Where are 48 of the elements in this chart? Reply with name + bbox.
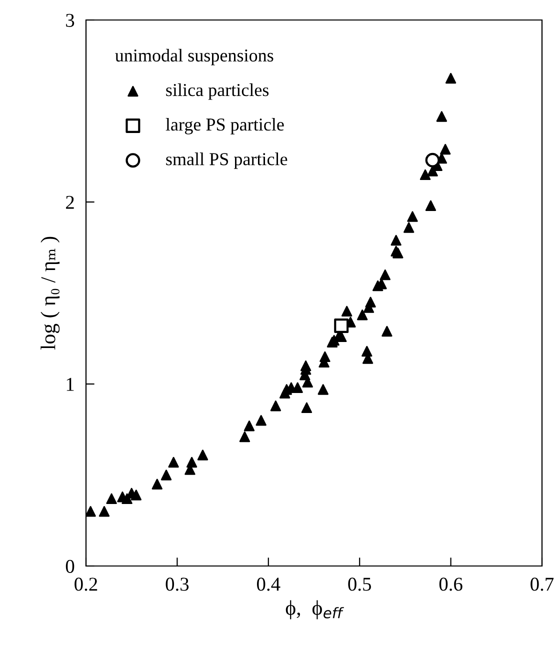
point bbox=[256, 415, 266, 426]
x-tick-label: 0.5 bbox=[348, 578, 371, 591]
point bbox=[407, 211, 418, 222]
point bbox=[341, 306, 352, 317]
y-tick-label: 0 bbox=[66, 560, 74, 573]
point bbox=[334, 318, 349, 334]
point bbox=[239, 431, 250, 442]
x-tick-label: 0.6 bbox=[439, 578, 462, 591]
y-tick-label: 1 bbox=[66, 378, 74, 391]
point bbox=[168, 456, 179, 468]
point bbox=[320, 351, 330, 362]
point bbox=[160, 470, 172, 480]
point bbox=[106, 493, 117, 504]
point bbox=[152, 478, 162, 490]
point bbox=[425, 152, 440, 168]
x-tick-label: 0.4 bbox=[256, 578, 280, 591]
legend-label: small PS particle bbox=[166, 152, 288, 169]
point bbox=[318, 384, 328, 395]
point bbox=[300, 360, 312, 372]
point bbox=[382, 326, 392, 337]
x-tick-label: 0.7 bbox=[530, 578, 554, 591]
x-tick-label: 0.2 bbox=[74, 578, 98, 591]
point bbox=[380, 269, 390, 280]
point bbox=[365, 296, 376, 308]
point bbox=[403, 222, 414, 233]
legend-title: unimodal suspensions bbox=[115, 48, 274, 66]
point bbox=[436, 111, 448, 122]
point bbox=[197, 450, 208, 460]
point bbox=[445, 72, 456, 84]
point bbox=[301, 402, 312, 414]
point bbox=[270, 400, 282, 412]
point bbox=[356, 309, 368, 320]
x-axis-title: ϕ, ϕ$_{eff}$ bbox=[286, 600, 344, 620]
point bbox=[425, 200, 436, 211]
point bbox=[86, 506, 96, 517]
point bbox=[420, 169, 431, 180]
x-tick-label: 0.3 bbox=[166, 578, 189, 591]
point bbox=[98, 506, 110, 517]
point bbox=[244, 420, 255, 432]
legend-label: large PS particle bbox=[166, 118, 284, 134]
point bbox=[186, 456, 198, 468]
point bbox=[440, 144, 451, 155]
y-axis-title: log ( η₀ / ηₘ ) bbox=[40, 236, 60, 350]
legend-label: silica particles bbox=[166, 83, 269, 100]
point bbox=[390, 234, 402, 246]
y-tick-label: 2 bbox=[66, 196, 74, 209]
point bbox=[130, 490, 142, 500]
y-tick-label: 3 bbox=[66, 14, 74, 27]
